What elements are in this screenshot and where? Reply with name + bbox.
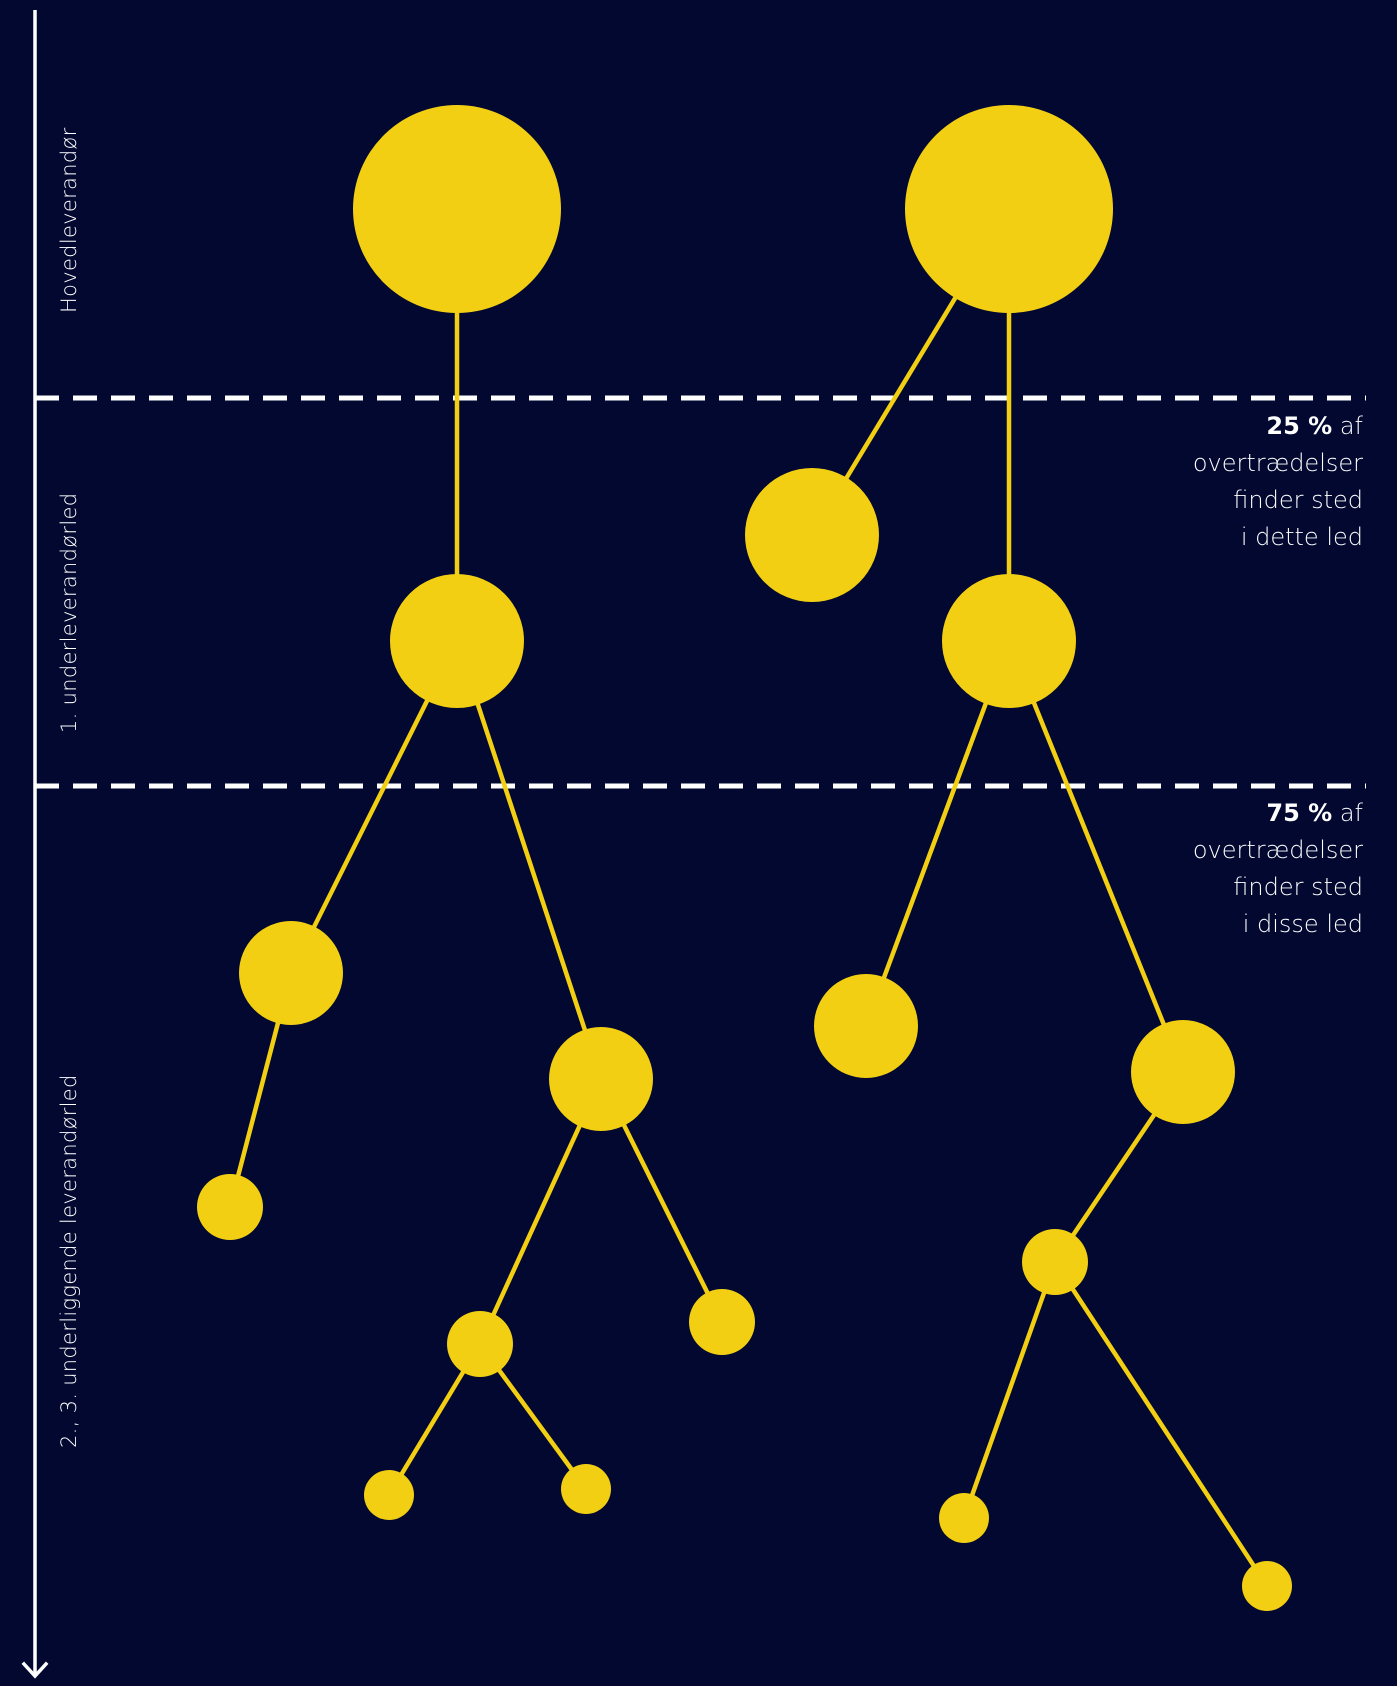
arrow-down-icon	[21, 1661, 49, 1679]
edge	[1006, 640, 1186, 1073]
node-lower-tier	[364, 1470, 414, 1520]
node-lower-tier	[197, 1174, 263, 1240]
edge	[961, 1261, 1058, 1519]
note-deeper-suffix: af	[1339, 799, 1363, 827]
node-lower-tier	[939, 1493, 989, 1543]
node-sub-subcontractor	[1131, 1020, 1235, 1124]
node-subcontractor	[390, 574, 524, 708]
node-lower-tier	[561, 1464, 611, 1514]
note-first-line-3: i dette led	[1240, 523, 1363, 551]
node-main-supplier	[353, 105, 561, 313]
note-first-percent: 25 %	[1266, 412, 1333, 440]
note-first-headline: 25 % af	[1103, 408, 1363, 445]
node-subcontractor	[942, 574, 1076, 708]
note-deeper-percent: 75 %	[1266, 799, 1333, 827]
edge	[863, 640, 1012, 1027]
note-first-level: 25 % af overtrædelser finder sted i dett…	[1103, 408, 1363, 556]
note-first-line-1: overtrædelser	[1192, 449, 1363, 477]
edge	[454, 640, 604, 1080]
node-lower-tier	[1242, 1561, 1292, 1611]
note-first-suffix: af	[1339, 412, 1363, 440]
node-lower-tier	[1022, 1229, 1088, 1295]
node-sub-subcontractor	[549, 1027, 653, 1131]
note-deeper-headline: 75 % af	[1103, 795, 1363, 832]
note-first-line-2: finder sted	[1233, 486, 1363, 514]
note-deeper-line-3: i disse led	[1242, 910, 1363, 938]
level-label-deeper: 2., 3. underliggende leverandørled	[57, 1074, 81, 1448]
node-main-supplier	[905, 105, 1113, 313]
edge	[1053, 1260, 1269, 1588]
note-deeper-line-2: finder sted	[1233, 873, 1363, 901]
node-sub-subcontractor	[239, 921, 343, 1025]
node-lower-tier	[689, 1289, 755, 1355]
level-label-first: 1. underleverandørled	[57, 493, 81, 733]
node-lower-tier	[447, 1311, 513, 1377]
node-sub-subcontractor	[814, 974, 918, 1078]
level-label-main: Hovedleverandør	[57, 127, 81, 313]
note-deeper-line-1: overtrædelser	[1192, 836, 1363, 864]
nodes	[197, 105, 1292, 1611]
note-deeper-level: 75 % af overtrædelser finder sted i diss…	[1103, 795, 1363, 943]
node-subcontractor	[745, 468, 879, 602]
